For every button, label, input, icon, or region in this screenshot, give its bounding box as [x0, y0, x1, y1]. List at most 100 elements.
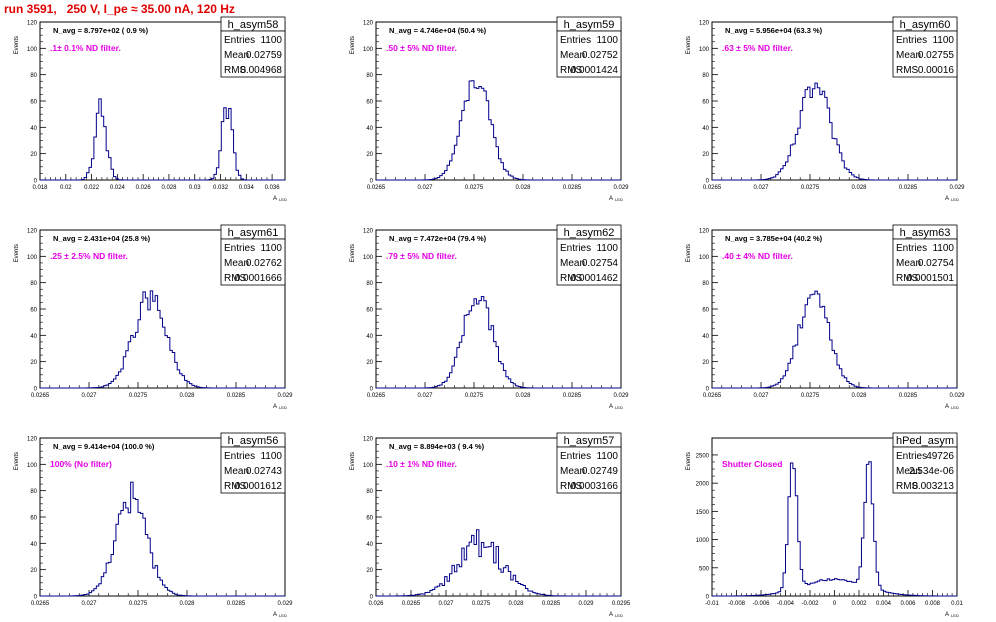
x-tick-label: 0.0285	[227, 393, 246, 399]
stats-label-entries: Entries	[896, 243, 927, 254]
stats-value-entries: 1100	[596, 243, 618, 254]
x-axis-label: A	[945, 404, 949, 410]
stats-value-mean: 0.02749	[582, 466, 619, 477]
y-tick-label: 0	[370, 595, 374, 601]
stats-title: h_asym57	[564, 435, 615, 447]
x-tick-label: 0.029	[949, 185, 965, 191]
x-tick-label: 0.006	[900, 601, 916, 607]
x-tick-label: 0.027	[438, 601, 454, 607]
y-tick-label: 60	[30, 308, 37, 314]
y-tick-label: 40	[30, 334, 37, 340]
histogram-line	[40, 290, 285, 389]
stats-label-entries: Entries	[224, 243, 255, 254]
x-axis-label: A	[273, 196, 277, 202]
y-tick-label: 0	[34, 179, 38, 185]
stats-label-entries: Entries	[896, 35, 927, 46]
x-tick-label: 0.03	[189, 185, 201, 191]
stats-value-mean: 0.02762	[246, 258, 283, 269]
navg-label: N_avg = 9.414e+04 (100.0 %)	[53, 442, 155, 451]
stats-value-entries: 49726	[926, 451, 954, 462]
y-tick-label: 80	[30, 73, 37, 79]
x-tick-label: 0.027	[417, 393, 433, 399]
stats-value-entries: 1100	[260, 451, 282, 462]
y-tick-label: 0	[34, 387, 38, 393]
x-tick-label: 0.027	[81, 601, 97, 607]
x-axis-label-sub: LED	[951, 197, 959, 202]
x-axis-label: A	[945, 196, 949, 202]
x-tick-label: 0.024	[110, 185, 126, 191]
x-axis-label-sub: LED	[279, 405, 287, 410]
x-tick-label: 0.0275	[129, 393, 148, 399]
y-axis-label: Events	[686, 452, 692, 470]
histogram-line	[376, 529, 621, 597]
x-axis-label-sub: LED	[279, 613, 287, 618]
x-axis-label-sub: LED	[279, 197, 287, 202]
histogram-panel-h_asym60: 0 20 40 60 80 100 120 0.0265 0.027 0.0275 0.028 0.0…	[686, 16, 965, 202]
x-tick-label: 0.0275	[801, 393, 820, 399]
stats-value-entries: 1100	[260, 35, 282, 46]
y-tick-label: 100	[363, 255, 374, 261]
x-axis-label: A	[273, 404, 277, 410]
x-tick-label: 0.029	[613, 185, 629, 191]
filter-annotation: .10 ± 1% ND filter.	[386, 459, 457, 469]
x-tick-label: 0.028	[179, 601, 195, 607]
x-tick-label: 0.0285	[227, 601, 246, 607]
x-tick-label: -0.006	[752, 601, 770, 607]
x-tick-label: 0.027	[753, 393, 769, 399]
x-tick-label: 0	[833, 601, 837, 607]
y-tick-label: 40	[366, 126, 373, 132]
stats-label-entries: Entries	[224, 35, 255, 46]
stats-box	[556, 30, 622, 78]
y-tick-label: 120	[27, 437, 38, 443]
x-tick-label: 0.028	[515, 185, 531, 191]
y-tick-label: 80	[366, 73, 373, 79]
y-tick-label: 0	[34, 595, 38, 601]
y-tick-label: 100	[699, 47, 710, 53]
navg-label: N_avg = 2.431e+04 (25.8 %)	[53, 234, 151, 243]
filter-annotation: Shutter Closed	[722, 459, 782, 469]
y-tick-label: 100	[27, 463, 38, 469]
stats-value-mean: 0.02743	[246, 466, 283, 477]
y-tick-label: 60	[702, 100, 709, 106]
histogram-line	[40, 481, 285, 597]
x-tick-label: 0.029	[613, 393, 629, 399]
stats-value-mean: 0.02754	[582, 258, 619, 269]
y-tick-label: 1500	[696, 510, 710, 516]
x-axis-label: A	[273, 612, 277, 618]
stats-label-entries: Entries	[560, 451, 591, 462]
x-tick-label: 0.028	[515, 393, 531, 399]
x-tick-label: -0.002	[801, 601, 819, 607]
stats-label-mean: Mean	[560, 50, 585, 61]
x-tick-label: 0.0275	[801, 185, 820, 191]
stats-box	[220, 238, 286, 286]
y-tick-label: 100	[27, 47, 38, 53]
stats-label-rms: RMS	[224, 65, 247, 76]
y-axis-label: Events	[350, 452, 356, 470]
x-axis-label-sub: LED	[615, 197, 623, 202]
x-tick-label: 0.029	[277, 393, 293, 399]
filter-annotation: .25 ± 2.5% ND filter.	[50, 251, 128, 261]
y-tick-label: 80	[30, 281, 37, 287]
navg-label: N_avg = 3.785e+04 (40.2 %)	[725, 234, 823, 243]
histogram-line	[376, 295, 621, 389]
x-axis-label: A	[945, 612, 949, 618]
x-tick-label: 0.0265	[31, 393, 50, 399]
stats-label-rms: RMS	[560, 65, 583, 76]
stats-value-rms: 0.0001501	[907, 273, 955, 284]
stats-value-rms: 0.00016	[918, 65, 955, 76]
x-tick-label: 0.027	[753, 185, 769, 191]
y-axis-label: Events	[350, 36, 356, 54]
y-axis-label: Events	[14, 452, 20, 470]
stats-label-entries: Entries	[560, 243, 591, 254]
x-tick-label: 0.0265	[367, 393, 386, 399]
y-axis-label: Events	[686, 36, 692, 54]
x-tick-label: 0.034	[239, 185, 255, 191]
stats-label-mean: Mean	[896, 50, 921, 61]
y-tick-label: 120	[363, 437, 374, 443]
x-tick-label: 0.026	[136, 185, 152, 191]
histogram-panel-h_asym63: 0 20 40 60 80 100 120 0.0265 0.027 0.0275 0.028 0.0…	[686, 224, 965, 410]
stats-label-mean: Mean	[560, 466, 585, 477]
x-tick-label: 0.01	[951, 601, 963, 607]
x-axis-label: A	[609, 404, 613, 410]
x-tick-label: 0.0295	[612, 601, 631, 607]
